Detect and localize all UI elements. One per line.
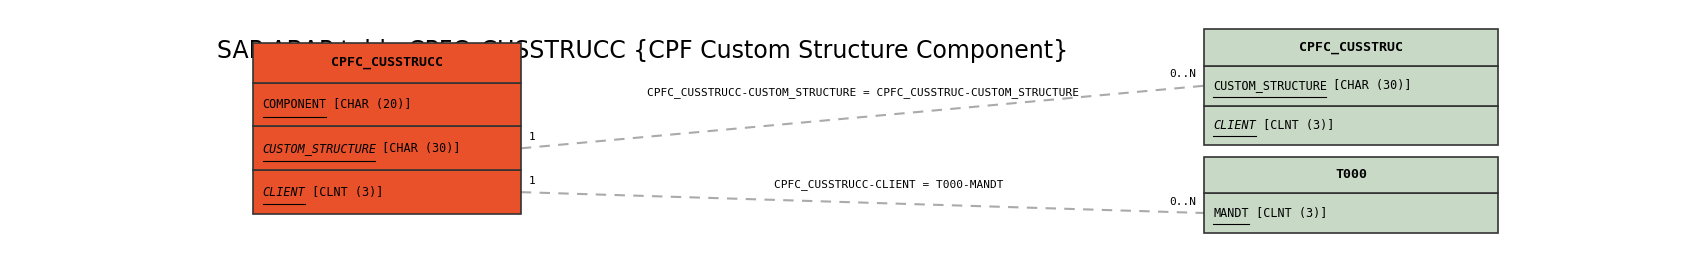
FancyBboxPatch shape [254, 170, 520, 214]
Text: [CLNT (3)]: [CLNT (3)] [1248, 207, 1325, 220]
Text: CPFC_CUSSTRUC: CPFC_CUSSTRUC [1299, 41, 1403, 54]
Text: 0..N: 0..N [1169, 197, 1196, 207]
Text: CLIENT: CLIENT [262, 186, 304, 199]
Text: CPFC_CUSSTRUCC-CUSTOM_STRUCTURE = CPFC_CUSSTRUC-CUSTOM_STRUCTURE: CPFC_CUSSTRUCC-CUSTOM_STRUCTURE = CPFC_C… [646, 87, 1078, 98]
FancyBboxPatch shape [1204, 157, 1497, 193]
Text: CUSTOM_STRUCTURE: CUSTOM_STRUCTURE [262, 142, 377, 155]
FancyBboxPatch shape [1204, 66, 1497, 105]
Text: [CLNT (3)]: [CLNT (3)] [304, 186, 383, 199]
Text: 1: 1 [528, 176, 535, 186]
Text: COMPONENT: COMPONENT [262, 98, 326, 111]
Text: [CHAR (30)]: [CHAR (30)] [1325, 79, 1411, 92]
Text: SAP ABAP table CPFC_CUSSTRUCC {CPF Custom Structure Component}: SAP ABAP table CPFC_CUSSTRUCC {CPF Custo… [217, 39, 1068, 64]
FancyBboxPatch shape [254, 83, 520, 126]
FancyBboxPatch shape [1204, 29, 1497, 66]
Text: 1: 1 [528, 132, 535, 142]
FancyBboxPatch shape [254, 127, 520, 170]
Text: 0..N: 0..N [1169, 69, 1196, 79]
Text: [CLNT (3)]: [CLNT (3)] [1255, 119, 1334, 132]
Text: CLIENT: CLIENT [1213, 119, 1255, 132]
Text: MANDT: MANDT [1213, 207, 1248, 220]
Text: T000: T000 [1334, 169, 1366, 182]
Text: CPFC_CUSSTRUCC-CLIENT = T000-MANDT: CPFC_CUSSTRUCC-CLIENT = T000-MANDT [774, 179, 1002, 190]
FancyBboxPatch shape [1204, 193, 1497, 233]
FancyBboxPatch shape [1204, 105, 1497, 145]
Text: [CHAR (20)]: [CHAR (20)] [326, 98, 410, 111]
Text: [CHAR (30)]: [CHAR (30)] [375, 142, 461, 155]
Text: CPFC_CUSSTRUCC: CPFC_CUSSTRUCC [331, 56, 442, 69]
Text: CUSTOM_STRUCTURE: CUSTOM_STRUCTURE [1213, 79, 1327, 92]
FancyBboxPatch shape [254, 43, 520, 83]
